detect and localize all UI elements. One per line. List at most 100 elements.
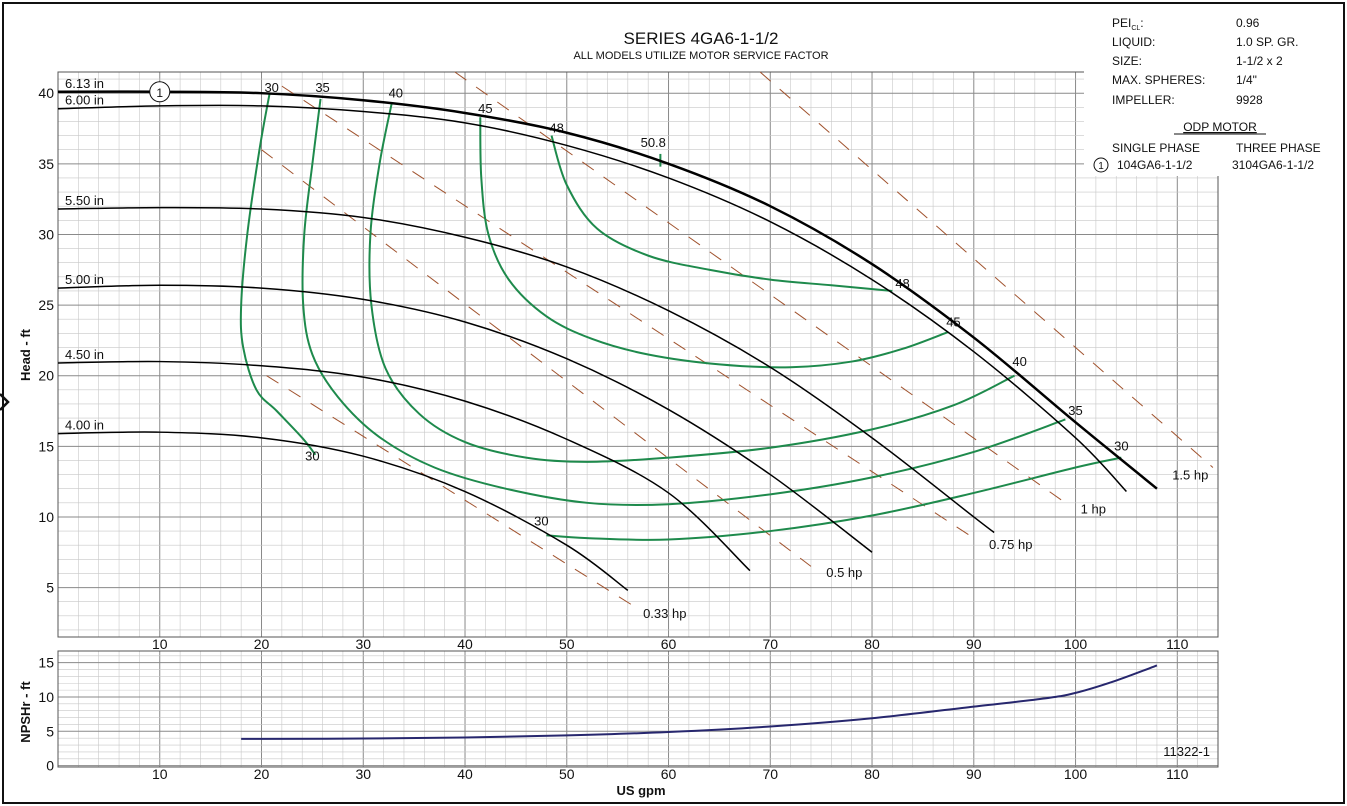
x-tick-label: 110 <box>1166 766 1189 782</box>
impeller-diameter-label: 4.00 in <box>65 418 104 433</box>
impeller-head-curve <box>57 284 873 553</box>
impeller-diameter-label: 5.50 in <box>65 193 104 208</box>
efficiency-label: 40 <box>389 85 403 100</box>
y-tick-label: 10 <box>38 689 54 705</box>
impeller-head-curve <box>57 90 1158 490</box>
x-tick-label: 80 <box>864 766 880 782</box>
spec-label-spheres: MAX. SPHERES: <box>1112 73 1205 87</box>
x-tick-label: 60 <box>661 636 677 652</box>
efficiency-label: 45 <box>478 101 492 116</box>
x-tick-label: 40 <box>457 766 473 782</box>
spec-value-size: 1-1/2 x 2 <box>1236 54 1283 68</box>
motor-three-label: THREE PHASE <box>1236 141 1321 155</box>
x-tick-label: 100 <box>1064 636 1088 652</box>
head-axis-title: Head - ft <box>18 328 33 381</box>
motor-marker-circle <box>149 81 171 103</box>
x-tick-label: 80 <box>864 636 880 652</box>
x-tick-label: 40 <box>457 636 473 652</box>
spec-label-size: SIZE: <box>1112 54 1142 68</box>
x-tick-label: 10 <box>152 636 168 652</box>
impeller-head-curve <box>57 431 629 591</box>
npsh-curve <box>241 664 1158 740</box>
hp-line <box>454 71 1066 504</box>
efficiency-label: 30 <box>305 448 319 463</box>
y-tick-label: 25 <box>38 297 54 313</box>
head-plot-border <box>57 71 1219 638</box>
efficiency-label: 35 <box>1068 403 1082 418</box>
efficiency-curve <box>479 117 949 369</box>
hp-label: 1.5 hp <box>1172 468 1208 483</box>
efficiency-curve <box>546 456 1122 541</box>
efficiency-curve <box>239 93 317 456</box>
x-axis-title: US gpm <box>616 783 665 798</box>
impeller-head-curve <box>57 104 1127 493</box>
hp-label: 0.75 hp <box>989 537 1032 552</box>
hp-label: 1 hp <box>1081 501 1106 516</box>
x-tick-label: 50 <box>559 766 575 782</box>
efficiency-curve <box>368 102 1015 463</box>
spec-value-spheres: 1/4" <box>1236 73 1257 87</box>
head-chart-frame: 10 20 30 40 50 60 70 80 90 100 110 5 10 15 20 25 30 35 40 <box>38 71 1219 652</box>
efficiency-label: 30 <box>1114 439 1128 454</box>
y-tick-label: 40 <box>38 85 54 101</box>
y-tick-label: 10 <box>38 509 54 525</box>
motor-marker-circle <box>1093 157 1109 173</box>
left-edge-mark <box>0 393 10 411</box>
impeller-diameter-label: 6.00 in <box>65 93 104 108</box>
motor-marker-number: 1 <box>156 86 163 100</box>
efficiency-curve <box>301 98 1066 507</box>
motor-single-model: 104GA6-1-1/2 <box>1117 158 1193 172</box>
x-tick-label: 90 <box>966 766 982 782</box>
efficiency-label: 30 <box>534 513 548 528</box>
x-tick-label: 30 <box>355 636 371 652</box>
motor-single-label: SINGLE PHASE <box>1112 141 1200 155</box>
y-tick-label: 20 <box>38 368 54 384</box>
hp-line <box>266 375 639 610</box>
spec-table: PEICL: 0.96 LIQUID: 1.0 SP. GR. SIZE: 1-… <box>1093 16 1321 173</box>
hp-line <box>759 71 1214 468</box>
x-tick-label: 110 <box>1166 636 1189 652</box>
x-tick-label: 90 <box>966 636 982 652</box>
spec-value-pei: 0.96 <box>1236 16 1260 30</box>
x-tick-label: 70 <box>762 766 778 782</box>
impeller-diameter-label: 5.00 in <box>65 272 104 287</box>
y-tick-label: 15 <box>38 655 54 671</box>
efficiency-label: 40 <box>1012 354 1026 369</box>
efficiency-label: 35 <box>315 80 329 95</box>
spec-label-liquid: LIQUID: <box>1112 35 1155 49</box>
motor-heading: ODP MOTOR <box>1183 120 1257 134</box>
npsh-grid: 10 20 30 40 50 60 70 80 90 100 110 0 5 10 15 <box>38 650 1219 782</box>
y-tick-label: 30 <box>38 226 54 242</box>
impeller-head-curve <box>57 206 995 534</box>
efficiency-label: 50.8 <box>641 135 666 150</box>
spec-label-pei: PEICL: <box>1112 16 1144 32</box>
x-tick-label: 100 <box>1064 766 1088 782</box>
impeller-diameter-label: 4.50 in <box>65 347 104 362</box>
hp-label: 0.5 hp <box>826 565 862 580</box>
spec-backdrop <box>1084 8 1340 176</box>
hp-line <box>261 149 812 567</box>
chart-title: SERIES 4GA6-1-1/2 <box>624 29 779 48</box>
y-tick-label: 0 <box>46 758 54 774</box>
efficiency-label: 30 <box>264 80 278 95</box>
y-tick-label: 35 <box>38 156 54 172</box>
x-tick-label: 60 <box>661 766 677 782</box>
hp-label: 0.33 hp <box>643 606 686 621</box>
motor-three-model: 3104GA6-1-1/2 <box>1232 158 1314 172</box>
x-tick-label: 20 <box>254 636 270 652</box>
hp-line <box>281 85 975 539</box>
head-grid <box>57 72 1219 637</box>
x-tick-label: 30 <box>355 766 371 782</box>
x-tick-label: 50 <box>559 636 575 652</box>
spec-value-impeller: 9928 <box>1236 93 1263 107</box>
y-tick-label: 5 <box>46 580 54 596</box>
efficiency-curve <box>550 135 893 292</box>
npsh-axis-title: NPSHr - ft <box>18 681 33 743</box>
x-tick-label: 70 <box>762 636 778 652</box>
spec-value-liquid: 1.0 SP. GR. <box>1236 35 1298 49</box>
y-tick-label: 5 <box>46 723 54 739</box>
chart-subtitle: ALL MODELS UTILIZE MOTOR SERVICE FACTOR <box>573 50 828 62</box>
impeller-diameter-label: 6.13 in <box>65 76 104 91</box>
title-backdrop <box>480 22 920 64</box>
